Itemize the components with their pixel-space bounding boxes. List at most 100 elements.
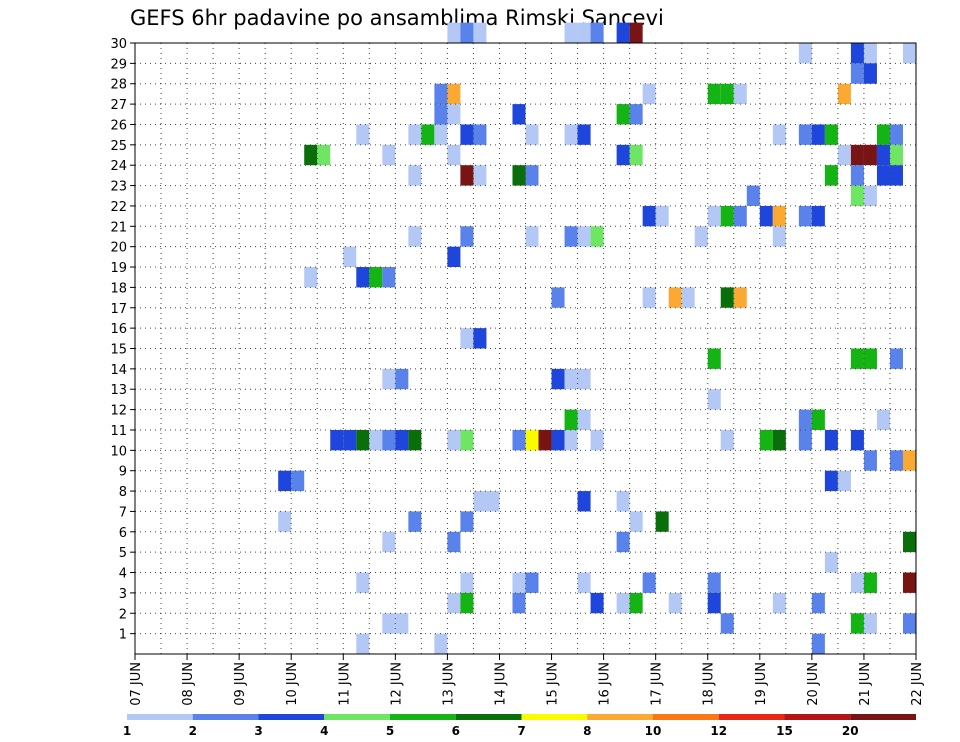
heatmap-cell bbox=[850, 185, 864, 206]
heatmap-cell bbox=[460, 429, 474, 451]
heatmap-cell bbox=[811, 205, 825, 227]
x-tick-label: 17 JUN bbox=[650, 662, 665, 706]
heatmap-cell bbox=[356, 124, 370, 145]
y-tick-label: 27 bbox=[110, 98, 127, 113]
heatmap-cell bbox=[447, 144, 461, 166]
colorbar-swatch bbox=[324, 714, 390, 720]
heatmap-cell bbox=[330, 429, 344, 451]
heatmap-cell bbox=[356, 429, 370, 451]
heatmap-cell bbox=[382, 144, 396, 166]
heatmap-cell bbox=[629, 592, 643, 614]
heatmap-cell bbox=[278, 470, 292, 492]
colorbar-label: 6 bbox=[452, 724, 460, 738]
y-tick-label: 11 bbox=[110, 424, 127, 439]
heatmap-cell bbox=[460, 511, 474, 532]
heatmap-cell bbox=[629, 104, 643, 125]
heatmap-cell bbox=[473, 328, 487, 349]
heatmap-cell bbox=[616, 592, 630, 614]
x-tick-label: 16 JUN bbox=[598, 662, 613, 706]
heatmap-cell bbox=[876, 144, 890, 166]
colorbar-swatch bbox=[784, 714, 851, 720]
heatmap-cell bbox=[460, 22, 474, 43]
y-tick-label: 3 bbox=[119, 587, 127, 602]
heatmap-cell bbox=[590, 429, 604, 451]
y-tick-label: 20 bbox=[110, 241, 127, 256]
x-tick-label: 13 JUN bbox=[441, 662, 456, 706]
heatmap-cell bbox=[798, 409, 812, 430]
colorbar-label: 10 bbox=[645, 724, 662, 738]
heatmap-cell bbox=[473, 165, 487, 186]
heatmap-cell bbox=[850, 613, 864, 634]
heatmap-cell bbox=[512, 592, 526, 614]
colorbar-label: 4 bbox=[320, 724, 328, 738]
heatmap-cell bbox=[577, 124, 591, 145]
heatmap-cell bbox=[876, 124, 890, 145]
y-tick-label: 29 bbox=[110, 57, 127, 72]
heatmap-cell bbox=[850, 63, 864, 84]
y-tick-label: 4 bbox=[119, 567, 127, 582]
y-tick-label: 10 bbox=[110, 444, 127, 459]
heatmap-cell bbox=[811, 633, 825, 654]
heatmap-cell bbox=[902, 572, 916, 593]
heatmap-cell bbox=[616, 144, 630, 166]
heatmap-cell bbox=[395, 368, 409, 390]
heatmap-cell bbox=[889, 450, 903, 471]
heatmap-cell bbox=[564, 368, 578, 390]
heatmap-cell bbox=[850, 572, 864, 593]
heatmap-cell bbox=[824, 165, 838, 186]
heatmap-cell bbox=[772, 592, 786, 614]
y-tick-label: 25 bbox=[110, 139, 127, 154]
heatmap-cell bbox=[447, 246, 461, 268]
heatmap-cell bbox=[798, 43, 812, 64]
y-tick-label: 14 bbox=[110, 363, 127, 378]
heatmap-cell bbox=[447, 531, 461, 553]
heatmap-cell bbox=[629, 511, 643, 532]
x-tick-label: 15 JUN bbox=[546, 662, 561, 706]
heatmap-cell bbox=[889, 165, 903, 186]
heatmap-cell bbox=[824, 429, 838, 451]
heatmap-cell bbox=[538, 429, 552, 451]
heatmap-cell bbox=[863, 572, 877, 593]
heatmap-cell bbox=[889, 144, 903, 166]
heatmap-cell bbox=[434, 633, 448, 654]
heatmap-cell bbox=[525, 429, 539, 451]
heatmap-cell bbox=[733, 287, 747, 308]
colorbar-label: 5 bbox=[386, 724, 394, 738]
heatmap-cell bbox=[902, 531, 916, 553]
y-tick-label: 5 bbox=[119, 546, 127, 561]
heatmap-cell bbox=[304, 267, 318, 288]
heatmap-cell bbox=[512, 104, 526, 125]
heatmap-cell bbox=[902, 613, 916, 634]
heatmap-cell bbox=[837, 144, 851, 166]
y-tick-label: 19 bbox=[110, 261, 127, 276]
heatmap-cell bbox=[382, 613, 396, 634]
heatmap-cell bbox=[382, 368, 396, 390]
heatmap-cell bbox=[733, 205, 747, 227]
heatmap-cell bbox=[408, 511, 422, 532]
heatmap-cell bbox=[824, 470, 838, 492]
x-tick-label: 18 JUN bbox=[702, 662, 717, 706]
y-tick-label: 17 bbox=[110, 302, 127, 317]
heatmap-cell bbox=[863, 185, 877, 206]
heatmap-cell bbox=[447, 83, 461, 105]
heatmap-cell bbox=[408, 124, 422, 145]
heatmap-cell bbox=[668, 592, 682, 614]
colorbar-label: 1 bbox=[123, 724, 131, 738]
y-tick-label: 8 bbox=[119, 485, 127, 500]
heatmap-cell bbox=[525, 124, 539, 145]
heatmap-cell bbox=[577, 368, 591, 390]
heatmap-cell bbox=[863, 144, 877, 166]
heatmap-cell bbox=[356, 572, 370, 593]
heatmap-cell bbox=[590, 22, 604, 43]
y-tick-label: 1 bbox=[119, 628, 127, 643]
heatmap-cell bbox=[447, 22, 461, 43]
heatmap-cell bbox=[824, 124, 838, 145]
x-tick-label: 20 JUN bbox=[806, 662, 821, 706]
heatmap-cell bbox=[551, 287, 565, 308]
heatmap-cell bbox=[343, 246, 357, 268]
heatmap-cell bbox=[421, 124, 435, 145]
heatmap-cells bbox=[278, 22, 916, 654]
heatmap-cell bbox=[590, 226, 604, 247]
colorbar-swatch bbox=[455, 714, 522, 720]
colorbar-swatch bbox=[258, 714, 325, 720]
